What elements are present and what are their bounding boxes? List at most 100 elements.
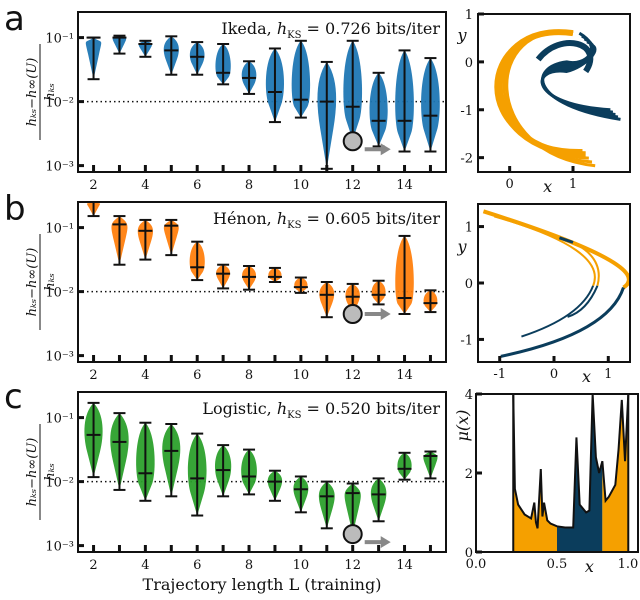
- x-tick-label: 12: [344, 368, 361, 383]
- panel-letter-b: b: [4, 189, 26, 229]
- density-region-navy: [557, 394, 603, 552]
- y-label-denominator: hₖₛ: [43, 463, 58, 481]
- y-tick-label: 0: [465, 277, 473, 292]
- panel-letter-c: c: [4, 377, 23, 417]
- y-tick-label: 0: [465, 56, 473, 71]
- annotation-hks-sub: KS: [287, 30, 301, 41]
- x-tick-label: 4: [141, 178, 149, 193]
- highlight-marker: [342, 524, 363, 545]
- violin-3: [111, 215, 128, 266]
- x-tick-label: 0.5: [547, 557, 568, 572]
- x-tick-label: 2: [89, 368, 97, 383]
- violin-14: [397, 451, 412, 481]
- violin-8: [241, 60, 257, 95]
- y-tick-label: 1: [465, 221, 473, 236]
- y-tick-label: 2: [465, 467, 473, 482]
- y-tick-label: 0: [465, 546, 473, 561]
- y-tick-label: -1: [460, 333, 473, 348]
- inset-frame: [477, 203, 631, 363]
- x-tick-label: 14: [396, 558, 413, 573]
- henon-navy-arc: [558, 236, 574, 244]
- system-annotation: Ikeda, hKS = 0.726 bits/iter: [221, 19, 440, 41]
- x-tick-label: -1: [493, 367, 506, 382]
- violin-7: [216, 263, 231, 290]
- logistic-inset: 0 2 4 0.0 0.5 1.0 x μ(x): [453, 388, 639, 576]
- y-tick-label: 10⁻²: [45, 96, 74, 111]
- y-tick-label: 10⁻²: [45, 476, 74, 491]
- violin-13: [371, 279, 386, 306]
- annotation-hks: h: [277, 399, 287, 418]
- highlight-arrow-head: [380, 308, 391, 320]
- violin-15: [423, 289, 438, 314]
- annotation-value: = 0.605 bits/iter: [301, 209, 440, 228]
- x-tick-label: 0: [550, 367, 558, 382]
- y-tick-label: -1: [460, 104, 473, 119]
- x-axis-label: x: [585, 557, 594, 576]
- x-tick-label: 6: [193, 558, 201, 573]
- x-axis-label: Trajectory length L (training): [143, 575, 382, 594]
- y-axis-label: hₖₛ−h∞(U) hₖₛ: [25, 234, 58, 330]
- violin-panel-a: 10⁻³ 10⁻² 10⁻¹ 2 4 6 8 10 12 14 Ikeda, hKS = 0.726…: [25, 11, 447, 193]
- y-tick-label: 10⁻³: [45, 350, 74, 365]
- system-annotation: Logistic, hKS = 0.520 bits/iter: [202, 399, 440, 421]
- x-tick-label: 2: [89, 558, 97, 573]
- annotation-hks-sub: KS: [287, 410, 301, 421]
- plot-frame: [77, 11, 447, 173]
- highlight-arrow-head: [380, 143, 391, 156]
- y-tick-label: 4: [465, 388, 473, 403]
- annotation-hks-sub: KS: [287, 220, 301, 231]
- y-axis-label: hₖₛ−h∞(U) hₖₛ: [25, 44, 58, 140]
- violin-8: [241, 448, 257, 496]
- violin-4: [137, 218, 154, 261]
- violin-2: [85, 36, 102, 81]
- violin-panel-b: 10⁻³ 10⁻² 10⁻¹ 2 4 6 8 10 12 14 Hénon, hKS = 0.605…: [25, 201, 447, 383]
- system-annotation: Hénon, hKS = 0.605 bits/iter: [213, 209, 440, 231]
- y-axis-label: y: [456, 25, 467, 44]
- highlight-marker: [342, 304, 363, 324]
- violin-10: [293, 276, 308, 294]
- violin-9: [267, 266, 282, 283]
- annotation-value: = 0.726 bits/iter: [301, 19, 440, 38]
- x-tick-label: 1: [569, 177, 577, 192]
- ikeda-navy-arc: [540, 40, 614, 114]
- violin-14: [395, 49, 414, 153]
- ikeda-inset: -2 -1 0 1 0 1 x y: [456, 8, 631, 196]
- annotation-system: Ikeda,: [221, 19, 276, 38]
- y-tick-label: 10⁻¹: [45, 412, 74, 427]
- plot-frame: [77, 201, 447, 363]
- x-tick-label: 6: [193, 178, 201, 193]
- x-tick-label: 8: [245, 178, 253, 193]
- x-tick-label: 4: [141, 558, 149, 573]
- panel-letter-a: a: [4, 0, 25, 39]
- violin-11: [319, 281, 335, 319]
- annotation-hks: h: [277, 209, 287, 228]
- highlight-arrow-head: [380, 536, 391, 549]
- x-tick-label: 12: [344, 178, 361, 193]
- y-tick-label: 10⁻¹: [45, 32, 74, 47]
- violin-15: [421, 57, 440, 153]
- henon-inset: -101-1 0 1xy: [456, 203, 631, 386]
- x-tick-label: 8: [245, 368, 253, 383]
- violin-3: [112, 34, 127, 55]
- x-tick-label: 1.0: [618, 557, 639, 572]
- highlight-marker: [342, 131, 363, 152]
- violin-6: [187, 432, 207, 517]
- violin-10: [293, 475, 309, 514]
- violin-13: [369, 71, 388, 148]
- x-axis-label: x: [582, 367, 591, 386]
- henon-orange-arc: [482, 209, 631, 290]
- ikeda-orange-arc: [505, 30, 596, 168]
- henon-orange-arc: [494, 215, 596, 287]
- violin-12: [343, 39, 363, 141]
- y-tick-label: -2: [460, 152, 473, 167]
- henon-navy-arc: [567, 285, 599, 318]
- density-curve: [512, 393, 630, 529]
- y-tick-label: 1: [465, 8, 473, 23]
- inset-frame: [477, 13, 631, 173]
- x-tick-label: 1: [604, 367, 612, 382]
- x-tick-label: 12: [344, 558, 361, 573]
- x-tick-label: 6: [193, 368, 201, 383]
- x-tick-label: 4: [141, 368, 149, 383]
